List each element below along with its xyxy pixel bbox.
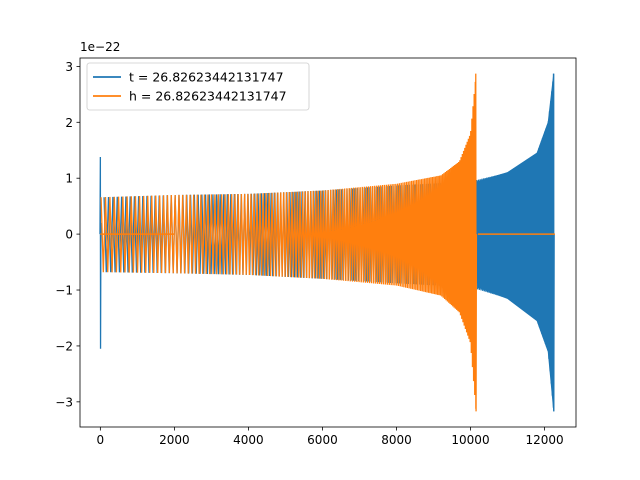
series-2-line [100, 73, 478, 412]
y-tick-label: 1 [65, 172, 73, 186]
series-1-dense-region [477, 73, 555, 412]
y-tick-label: 0 [65, 228, 73, 242]
axes-frame [79, 57, 577, 428]
x-tick-label: 4000 [233, 433, 264, 447]
series-1-initial-spike [99, 156, 102, 349]
legend-label-2: h = 26.82623442131747 [129, 89, 287, 104]
x-tick-label: 8000 [381, 433, 412, 447]
y-tick-label: −1 [55, 284, 73, 298]
legend-label-1: t = 26.82623442131747 [129, 70, 284, 85]
plot-area [99, 73, 555, 412]
y-tick-label: −3 [55, 395, 73, 409]
y-offset-label: 1e−22 [80, 40, 120, 54]
legend: t = 26.82623442131747 h = 26.826234421317… [86, 62, 310, 111]
y-tick-label: 2 [65, 116, 73, 130]
x-tick-label: 2000 [159, 433, 190, 447]
y-tick-label: 3 [65, 60, 73, 74]
axes: 0 2000 4000 6000 8000 10000 12000 −3 −2 −1 0 1 2 3 [55, 57, 577, 447]
x-tick-label: 12000 [525, 433, 563, 447]
x-tick-label: 10000 [451, 433, 489, 447]
legend-box [86, 62, 310, 111]
y-tick-label: −2 [55, 339, 73, 353]
x-tick-label: 6000 [307, 433, 338, 447]
x-tick-label: 0 [97, 433, 105, 447]
